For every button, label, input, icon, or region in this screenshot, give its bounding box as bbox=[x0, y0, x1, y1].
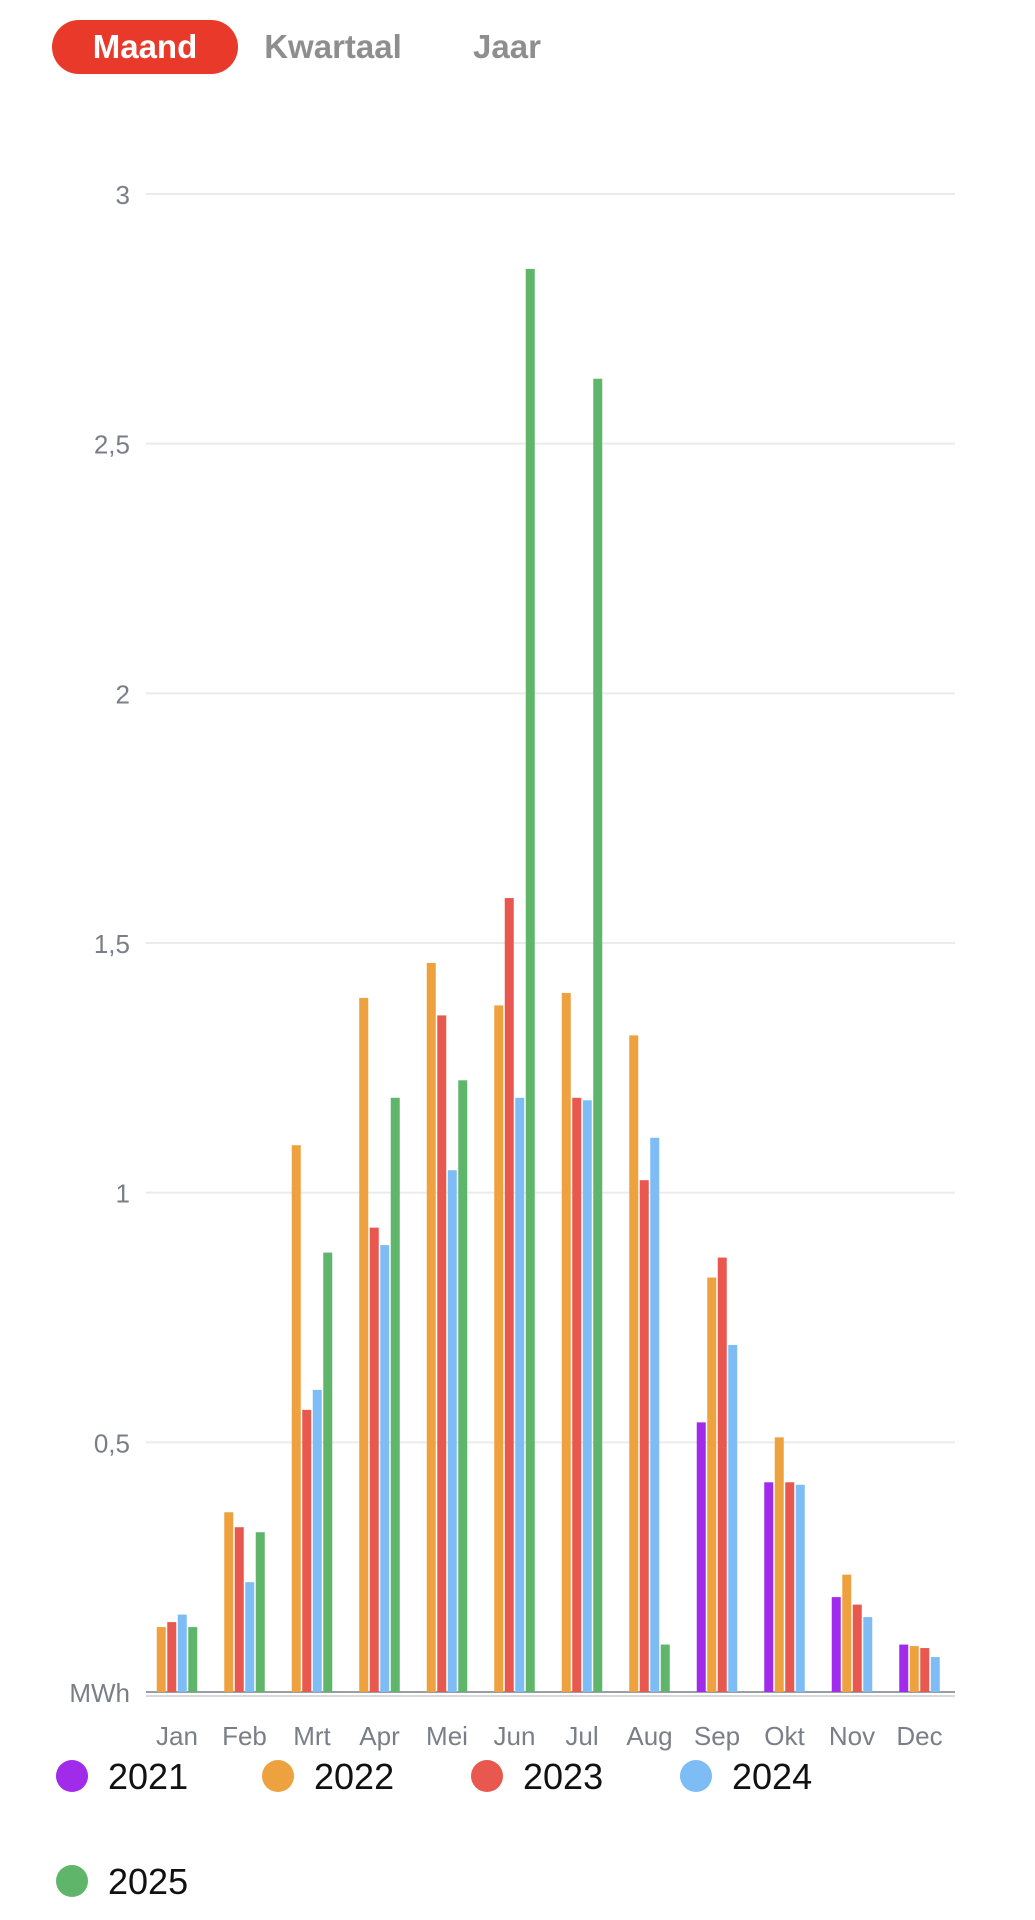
bar-aug-2025 bbox=[660, 1644, 670, 1692]
x-tick-label: Dec bbox=[896, 1721, 942, 1751]
bar-feb-2022 bbox=[224, 1512, 234, 1692]
y-tick-label: 0,5 bbox=[94, 1428, 130, 1458]
x-tick-label: Mrt bbox=[293, 1721, 331, 1751]
x-tick-label: Nov bbox=[829, 1721, 875, 1751]
bar-aug-2022 bbox=[629, 1035, 639, 1692]
x-tick-label: Okt bbox=[764, 1721, 805, 1751]
x-tick-label: Jul bbox=[565, 1721, 598, 1751]
bar-jun-2024 bbox=[515, 1097, 525, 1692]
bar-apr-2023 bbox=[369, 1227, 379, 1692]
bar-jul-2023 bbox=[572, 1097, 582, 1692]
bar-dec-2021 bbox=[899, 1644, 909, 1692]
x-tick-label: Jun bbox=[494, 1721, 536, 1751]
bar-mrt-2025 bbox=[323, 1252, 333, 1692]
legend-swatch bbox=[262, 1760, 294, 1792]
bar-nov-2022 bbox=[842, 1574, 852, 1692]
legend-label: 2025 bbox=[108, 1861, 189, 1902]
x-tick-label: Apr bbox=[359, 1721, 400, 1751]
bar-jun-2025 bbox=[525, 268, 535, 1692]
bar-okt-2022 bbox=[774, 1437, 784, 1692]
bar-jul-2024 bbox=[582, 1100, 592, 1692]
tab-kwartaal[interactable]: Kwartaal bbox=[264, 28, 402, 65]
legend-label: 2023 bbox=[523, 1756, 604, 1797]
bar-feb-2025 bbox=[255, 1532, 265, 1692]
bar-jul-2022 bbox=[561, 992, 571, 1692]
bar-mei-2024 bbox=[447, 1170, 457, 1692]
bar-mei-2025 bbox=[458, 1080, 468, 1692]
bar-dec-2022 bbox=[909, 1646, 919, 1692]
bar-apr-2022 bbox=[359, 997, 369, 1692]
bar-nov-2021 bbox=[831, 1597, 841, 1692]
tab-maand[interactable]: Maand bbox=[52, 20, 238, 74]
bar-dec-2023 bbox=[920, 1648, 930, 1692]
bar-mrt-2022 bbox=[291, 1145, 301, 1692]
y-tick-label: 3 bbox=[116, 180, 130, 210]
bar-okt-2023 bbox=[785, 1482, 795, 1692]
bar-sep-2022 bbox=[707, 1277, 717, 1692]
bar-jun-2023 bbox=[504, 898, 514, 1692]
bar-sep-2024 bbox=[728, 1344, 738, 1692]
legend-label: 2022 bbox=[314, 1756, 395, 1797]
bar-nov-2024 bbox=[863, 1617, 873, 1692]
bar-okt-2021 bbox=[764, 1482, 774, 1692]
legend-swatch bbox=[56, 1865, 88, 1897]
legend-label: 2024 bbox=[732, 1756, 813, 1797]
period-segmented-control: Maand Kwartaal Jaar bbox=[52, 20, 612, 76]
bar-aug-2023 bbox=[639, 1180, 649, 1692]
x-tick-label: Feb bbox=[222, 1721, 267, 1751]
bar-mrt-2023 bbox=[302, 1409, 312, 1692]
bar-jul-2025 bbox=[593, 378, 603, 1693]
bar-jan-2025 bbox=[188, 1627, 198, 1692]
y-unit-label: MWh bbox=[69, 1678, 130, 1708]
bar-mrt-2024 bbox=[312, 1389, 322, 1692]
x-tick-label: Mei bbox=[426, 1721, 468, 1751]
monthly-production-chart: 3 2,5 2 1,5 1 0,5 MWh Jan Feb Mrt Apr Mei Jun Jul Aug S… bbox=[69, 180, 955, 1751]
bar-jan-2022 bbox=[156, 1627, 166, 1692]
y-tick-label: 2,5 bbox=[94, 430, 130, 460]
tab-jaar[interactable]: Jaar bbox=[473, 28, 541, 65]
legend-label: 2021 bbox=[108, 1756, 189, 1797]
x-tick-label: Aug bbox=[626, 1721, 672, 1751]
bar-okt-2024 bbox=[795, 1484, 805, 1692]
x-tick-label: Sep bbox=[694, 1721, 740, 1751]
legend-swatch bbox=[56, 1760, 88, 1792]
bar-feb-2024 bbox=[245, 1582, 255, 1692]
bar-feb-2023 bbox=[234, 1527, 244, 1692]
bar-aug-2024 bbox=[650, 1137, 660, 1692]
y-tick-label: 1 bbox=[116, 1179, 130, 1209]
legend-swatch bbox=[471, 1760, 503, 1792]
bar-dec-2024 bbox=[930, 1657, 940, 1692]
bar-jan-2024 bbox=[177, 1614, 187, 1692]
legend-swatch bbox=[680, 1760, 712, 1792]
bar-nov-2023 bbox=[852, 1604, 862, 1692]
y-tick-label: 1,5 bbox=[94, 929, 130, 959]
bar-apr-2025 bbox=[390, 1097, 400, 1692]
bar-jun-2022 bbox=[494, 1005, 504, 1692]
bar-jan-2023 bbox=[167, 1622, 177, 1692]
bar-mei-2022 bbox=[426, 962, 436, 1692]
bar-apr-2024 bbox=[380, 1245, 390, 1692]
x-tick-label: Jan bbox=[156, 1721, 198, 1751]
bar-sep-2023 bbox=[717, 1257, 727, 1692]
bar-sep-2021 bbox=[696, 1422, 706, 1692]
bar-mei-2023 bbox=[437, 1015, 447, 1692]
y-tick-label: 2 bbox=[116, 679, 130, 709]
